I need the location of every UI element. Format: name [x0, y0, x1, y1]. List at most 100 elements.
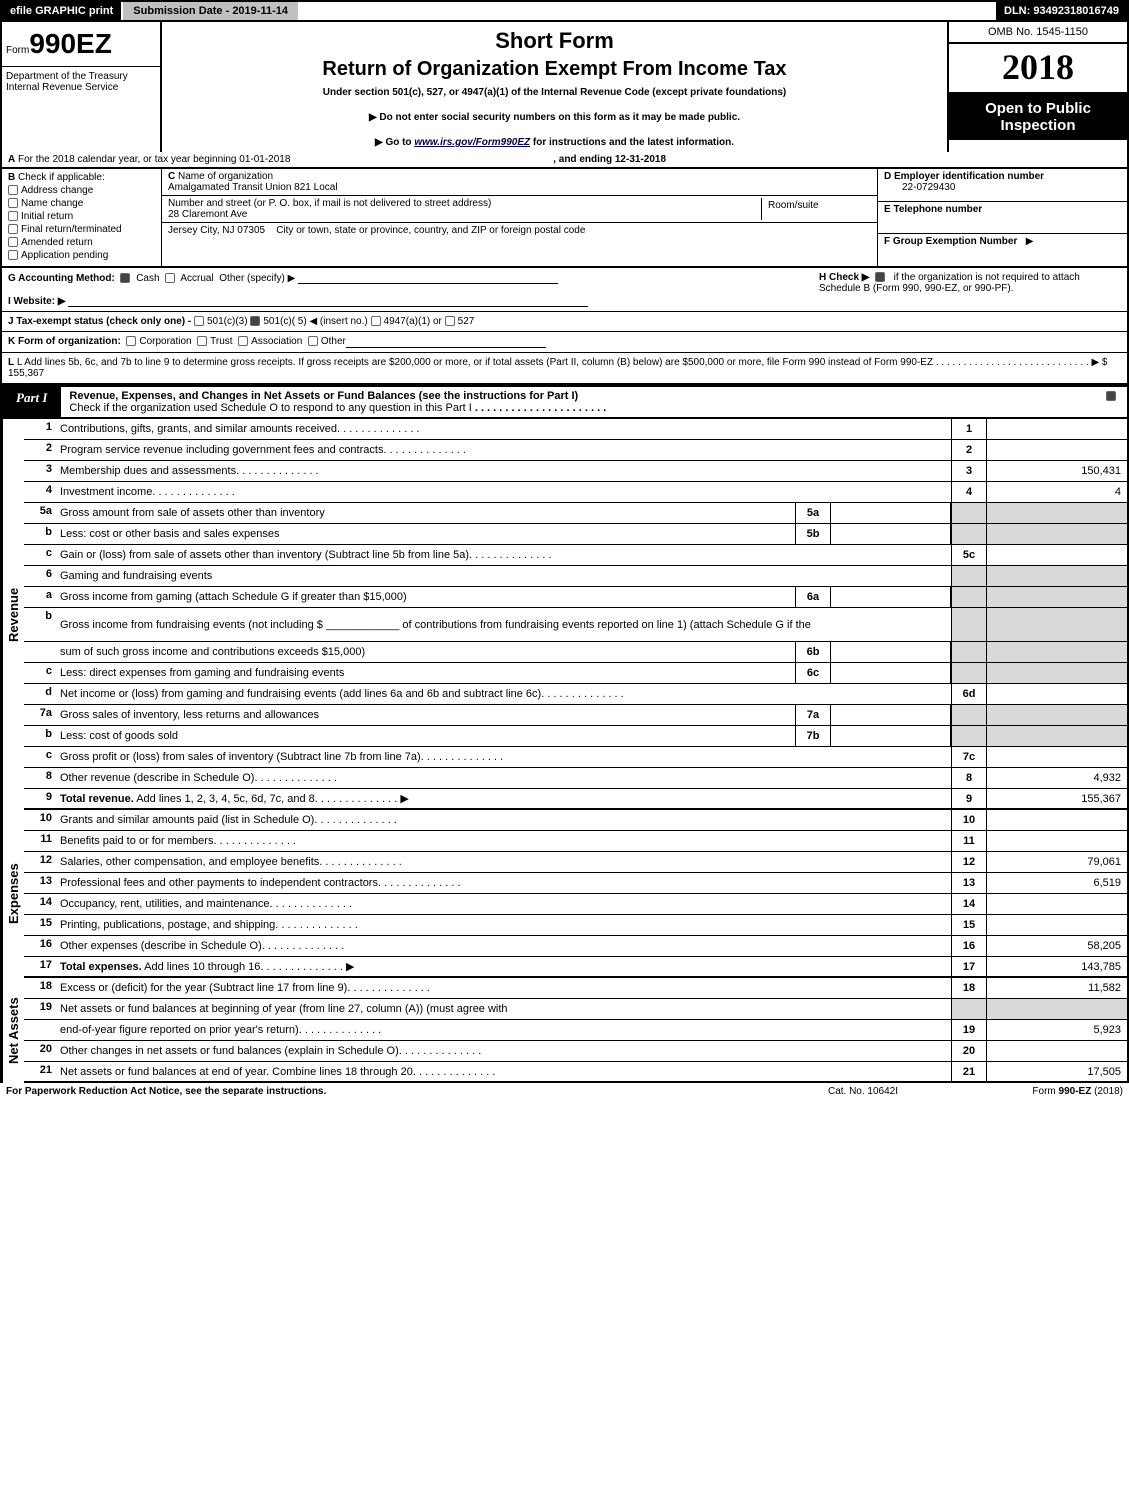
line-number-cell: 3: [951, 461, 987, 481]
chk-final-return[interactable]: Final return/terminated: [8, 224, 155, 235]
row-number: 13: [24, 873, 56, 893]
instruction-1: ▶ Do not enter social security numbers o…: [170, 112, 939, 123]
chk-501c[interactable]: [250, 316, 260, 326]
header-left: Form990EZ Department of the Treasury Int…: [2, 22, 162, 152]
row-description: Gross income from fundraising events (no…: [56, 608, 951, 641]
chk-4947[interactable]: [371, 316, 381, 326]
line-number-cell: 9: [951, 789, 987, 808]
line-value-cell: [987, 747, 1127, 767]
section-b: B Check if applicable: Address change Na…: [0, 169, 1129, 268]
accrual-label: Accrual: [180, 273, 213, 284]
line-value-cell: [987, 587, 1127, 607]
chk-label: Address change: [21, 185, 93, 196]
id-numbers: D Employer identification number 22-0729…: [877, 169, 1127, 266]
line-value-cell: [987, 642, 1127, 662]
row-number: 20: [24, 1041, 56, 1061]
row-description: Benefits paid to or for members . . . . …: [56, 831, 951, 851]
line-value-cell: [987, 705, 1127, 725]
row-description: Net assets or fund balances at beginning…: [56, 999, 951, 1019]
chk-name-change[interactable]: Name change: [8, 198, 155, 209]
chk-schedule-b[interactable]: [875, 272, 885, 282]
footer-mid: Cat. No. 10642I: [773, 1086, 953, 1097]
chk-accrual[interactable]: [165, 273, 175, 283]
row-description: Investment income . . . . . . . . . . . …: [56, 482, 951, 502]
table-row: bGross income from fundraising events (n…: [24, 608, 1127, 642]
row-number: d: [24, 684, 56, 704]
line-number-cell: 1: [951, 419, 987, 439]
chk-label: Name change: [21, 198, 83, 209]
row-number: 3: [24, 461, 56, 481]
chk-other-org[interactable]: [308, 336, 318, 346]
table-row: 17Total expenses. Add lines 10 through 1…: [24, 957, 1127, 978]
row-description: Less: direct expenses from gaming and fu…: [56, 663, 795, 683]
row-description: Occupancy, rent, utilities, and maintena…: [56, 894, 951, 914]
table-row: 1Contributions, gifts, grants, and simil…: [24, 419, 1127, 440]
other-org-input[interactable]: [346, 336, 546, 348]
chk-527[interactable]: [445, 316, 455, 326]
line-number-cell: 13: [951, 873, 987, 893]
line-value-cell: [987, 419, 1127, 439]
table-row: 18Excess or (deficit) for the year (Subt…: [24, 978, 1127, 999]
table-row: bLess: cost of goods sold7b: [24, 726, 1127, 747]
org-name-row: C Name of organization Amalgamated Trans…: [162, 169, 877, 196]
sub-line-number: 6c: [795, 663, 831, 683]
row-number: 8: [24, 768, 56, 788]
table-row: cLess: direct expenses from gaming and f…: [24, 663, 1127, 684]
group-exemption-label: F Group Exemption Number: [884, 236, 1017, 247]
chk-address-change[interactable]: Address change: [8, 185, 155, 196]
line-number-cell: 16: [951, 936, 987, 956]
row-number: 6: [24, 566, 56, 586]
line-value-cell: 6,519: [987, 873, 1127, 893]
sub-line-value: [831, 663, 951, 683]
irs-link[interactable]: www.irs.gov/Form990EZ: [414, 137, 530, 148]
line-number-cell: [951, 608, 987, 641]
line-number-cell: [951, 663, 987, 683]
line-number-cell: [951, 566, 987, 586]
open-line1: Open to Public: [951, 100, 1125, 117]
chk-trust[interactable]: [197, 336, 207, 346]
line-value-cell: 58,205: [987, 936, 1127, 956]
spacer: [298, 2, 996, 20]
website-input[interactable]: [68, 295, 588, 307]
label-j: J Tax-exempt status (check only one) -: [8, 316, 191, 327]
line-value-cell: [987, 524, 1127, 544]
row-number: c: [24, 545, 56, 565]
part1-check[interactable]: [1098, 387, 1127, 417]
chk-amended-return[interactable]: Amended return: [8, 237, 155, 248]
check-if-label: Check if applicable:: [18, 172, 105, 183]
part1-title: Revenue, Expenses, and Changes in Net As…: [61, 387, 1098, 417]
row-description: Excess or (deficit) for the year (Subtra…: [56, 978, 951, 998]
chk-cash[interactable]: [120, 273, 130, 283]
row-number: c: [24, 663, 56, 683]
revenue-grid: Revenue 1Contributions, gifts, grants, a…: [0, 419, 1129, 810]
efile-print-button[interactable]: efile GRAPHIC print: [2, 2, 123, 20]
row-l: L L Add lines 5b, 6c, and 7b to line 9 t…: [0, 353, 1129, 385]
dln-label: DLN: 93492318016749: [996, 2, 1127, 20]
sub-line-number: 7b: [795, 726, 831, 746]
row-description: Professional fees and other payments to …: [56, 873, 951, 893]
chk-501c3[interactable]: [194, 316, 204, 326]
table-row: 11Benefits paid to or for members . . . …: [24, 831, 1127, 852]
row-number: b: [24, 608, 56, 641]
sub-line-number: 5a: [795, 503, 831, 523]
cash-label: Cash: [136, 273, 159, 284]
j1-label: 501(c)(3): [207, 316, 248, 327]
row-number: 2: [24, 440, 56, 460]
row-description: Less: cost of goods sold: [56, 726, 795, 746]
line-number-cell: 8: [951, 768, 987, 788]
table-row: 5aGross amount from sale of assets other…: [24, 503, 1127, 524]
table-row: sum of such gross income and contributio…: [24, 642, 1127, 663]
row-number: 19: [24, 999, 56, 1019]
other-specify-input[interactable]: [298, 272, 558, 284]
row-description: Gain or (loss) from sale of assets other…: [56, 545, 951, 565]
chk-application-pending[interactable]: Application pending: [8, 250, 155, 261]
chk-corporation[interactable]: [126, 336, 136, 346]
netassets-grid: Net Assets 18Excess or (deficit) for the…: [0, 978, 1129, 1083]
table-row: 3Membership dues and assessments . . . .…: [24, 461, 1127, 482]
sub-line-number: 6a: [795, 587, 831, 607]
label-c: C: [168, 171, 175, 182]
chk-association[interactable]: [238, 336, 248, 346]
table-row: 16Other expenses (describe in Schedule O…: [24, 936, 1127, 957]
line-value-cell: [987, 915, 1127, 935]
chk-initial-return[interactable]: Initial return: [8, 211, 155, 222]
